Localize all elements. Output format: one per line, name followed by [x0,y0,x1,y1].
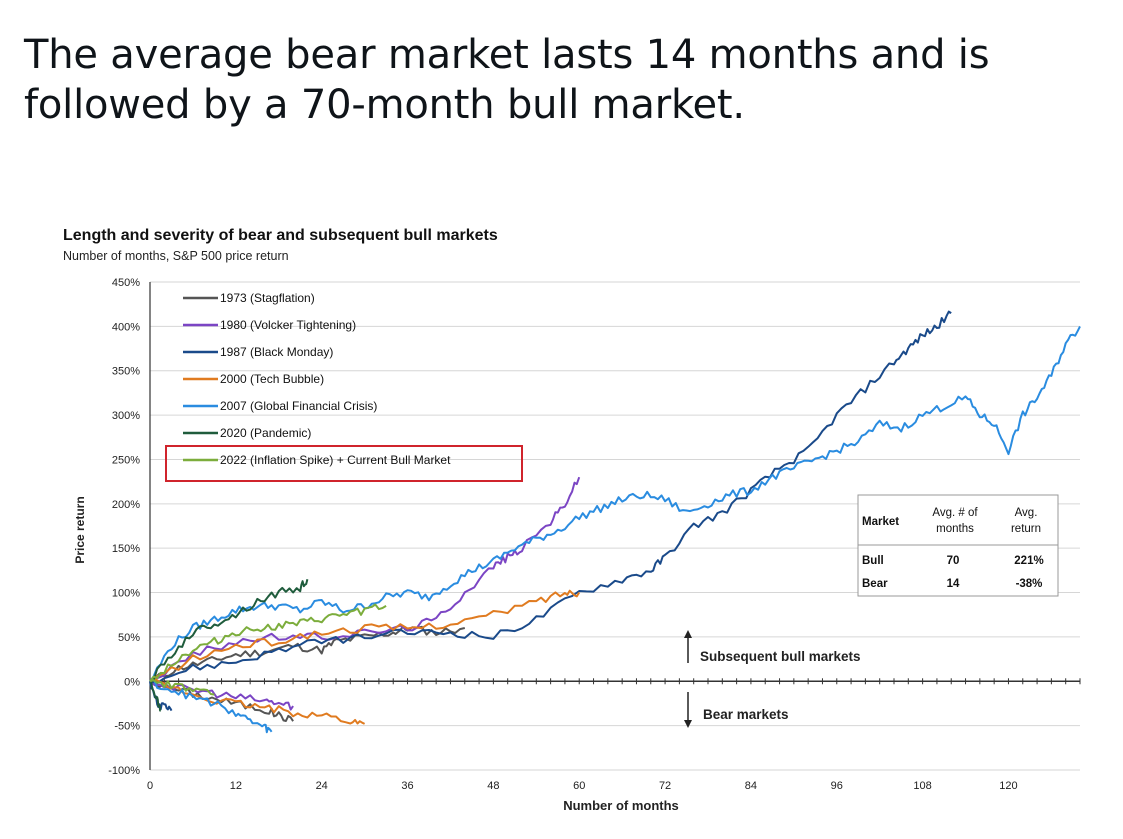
bull-line [149,589,581,683]
y-tick-label: -50% [114,721,140,733]
table-row-bull-return: 221% [1014,555,1043,567]
y-tick-label: -100% [108,765,140,777]
x-tick-label: 72 [659,780,671,792]
y-axis-label: Price return [73,496,87,563]
chart-title: Length and severity of bear and subseque… [63,227,498,244]
y-tick-label: 350% [112,366,140,378]
y-tick-label: 150% [112,543,140,555]
legend-label: 2022 (Inflation Spike) + Current Bull Ma… [220,453,451,467]
bull-annotation: Subsequent bull markets [684,630,861,664]
legend-label: 2000 (Tech Bubble) [220,372,324,386]
bull-line [149,476,581,683]
y-tick-label: 450% [112,277,140,289]
bull-line [149,310,952,684]
x-tick-label: 48 [487,780,499,792]
summary-table: Market Avg. # of months Avg. return Bull 7… [857,494,1059,597]
x-tick-label: 36 [401,780,413,792]
chart-subtitle: Number of months, S&P 500 price return [63,249,289,263]
legend-item: 2022 (Inflation Spike) + Current Bull Ma… [183,453,451,467]
post-text: The average bear market lasts 14 months … [24,32,990,128]
table-row-bull-months: 70 [947,555,960,567]
legend: 1973 (Stagflation) 1980 (Volcker Tighteni… [165,291,523,482]
series-6 [149,578,309,712]
x-tick-label: 84 [745,780,757,792]
x-tick-label: 60 [573,780,585,792]
bear-line [149,680,294,711]
legend-label: 1987 (Black Monday) [220,345,333,359]
table-row-bull-market: Bull [862,555,884,567]
y-tick-label: 300% [112,410,140,422]
legend-label: 2020 (Pandemic) [220,426,311,440]
legend-label: 2007 (Global Financial Crisis) [220,399,377,413]
x-tick-label: 120 [999,780,1017,792]
arrow-down-icon [684,720,692,728]
y-tick-label: 250% [112,454,140,466]
legend-item: 2020 (Pandemic) [183,426,311,440]
bull-line [149,325,1081,682]
table-header-return: Avg. return [1011,507,1041,535]
axes: -100% -50% 0% 50% 100% 150% 200% 250% 300% 350% 40… [108,277,1081,792]
table-row-bear-months: 14 [947,578,960,590]
legend-item: 1980 (Volcker Tightening) [183,318,356,332]
series-2 [149,476,581,711]
y-tick-label: 200% [112,499,140,511]
series-7 [149,603,387,696]
table-row-bear-market: Bear [862,578,888,590]
y-tick-label: 0% [124,676,140,688]
legend-label: 1973 (Stagflation) [220,291,315,305]
x-tick-label: 12 [230,780,242,792]
y-tick-label: 100% [112,588,140,600]
legend-item: 2000 (Tech Bubble) [183,372,324,386]
legend-item: 1987 (Black Monday) [183,345,333,359]
series-lines [149,310,1081,734]
legend-highlight-box [165,445,523,482]
bull-line [149,603,387,682]
legend-item: 2007 (Global Financial Crisis) [183,399,377,413]
bull-label: Subsequent bull markets [700,649,861,664]
x-tick-label: 0 [147,780,153,792]
x-tick-label: 108 [913,780,931,792]
bull-line [149,578,309,683]
y-tick-label: 50% [118,632,140,644]
legend-label: 1980 (Volcker Tightening) [220,318,356,332]
table-header-months: Avg. # of months [932,507,978,535]
x-tick-label: 24 [316,780,328,792]
table-header-market: Market [862,516,899,528]
table-row-bear-return: -38% [1016,578,1043,590]
bear-line [149,680,162,712]
series-5 [149,325,1081,734]
bear-annotation: Bear markets [684,692,789,728]
arrow-up-icon [684,630,692,638]
bear-label: Bear markets [703,707,789,722]
bear-line [149,679,215,696]
x-axis-label: Number of months [563,798,679,813]
legend-item: 1973 (Stagflation) [183,291,315,305]
y-tick-label: 400% [112,321,140,333]
x-tick-label: 96 [831,780,843,792]
bear-line [149,678,273,734]
